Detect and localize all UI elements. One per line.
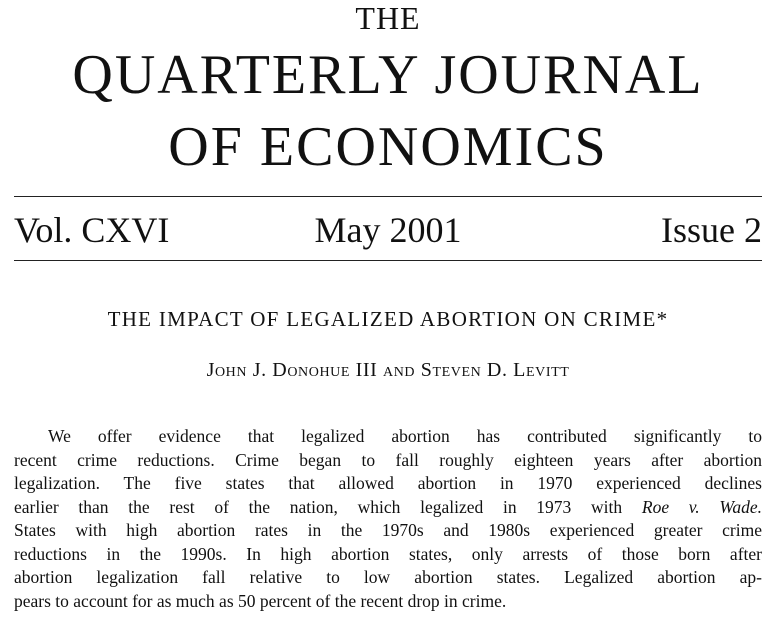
abstract-line: States with high abortion rates in the 1… xyxy=(14,519,762,543)
abstract-line-text: recent crime reductions. Crime began to … xyxy=(14,449,762,470)
top-rule xyxy=(14,196,762,197)
masthead-journal-name-line1: QUARTERLY JOURNAL xyxy=(72,44,704,106)
abstract-line: pears to account for as much as 50 perce… xyxy=(14,590,762,614)
abstract-line-text: earlier than the rest of the nation, whi… xyxy=(14,496,642,517)
abstract-line-text: pears to account for as much as 50 perce… xyxy=(14,590,507,611)
masthead-the: THE xyxy=(355,0,421,36)
abstract-line-text: legalization. The five states that allow… xyxy=(14,473,762,493)
article-title: THE IMPACT OF LEGALIZED ABORTION ON CRIM… xyxy=(107,307,669,331)
abstract-line: reductions in the 1990s. In high abortio… xyxy=(14,543,762,567)
abstract-line: earlier than the rest of the nation, whi… xyxy=(14,496,762,520)
abstract-line: legalization. The five states that allow… xyxy=(14,472,762,496)
issue-date: May 2001 xyxy=(314,210,462,250)
abstract-italic-case-name: Roe v. Wade. xyxy=(641,496,762,517)
abstract-line: We offer evidence that legalized abortio… xyxy=(14,425,762,449)
volume-number: Vol. CXVI xyxy=(14,210,170,250)
abstract-line: recent crime reductions. Crime began to … xyxy=(14,449,762,473)
abstract-line-text: States with high abortion rates in the 1… xyxy=(14,520,762,540)
bottom-rule xyxy=(14,260,762,261)
article-authors: John J. Donohue III and Steven D. Levitt xyxy=(206,359,570,381)
issue-info-line: May 2001 Vol. CXVI Issue 2 xyxy=(14,207,762,253)
abstract-line-text: We offer evidence that legalized abortio… xyxy=(48,426,762,446)
abstract-line-text: reductions in the 1990s. In high abortio… xyxy=(14,543,762,564)
issue-number: Issue 2 xyxy=(661,210,762,250)
abstract-line-text: abortion legalization fall relative to l… xyxy=(14,567,762,587)
masthead-journal-name-line2: OF ECONOMICS xyxy=(168,116,608,178)
abstract-line: abortion legalization fall relative to l… xyxy=(14,566,762,590)
abstract: We offer evidence that legalized abortio… xyxy=(14,425,762,613)
